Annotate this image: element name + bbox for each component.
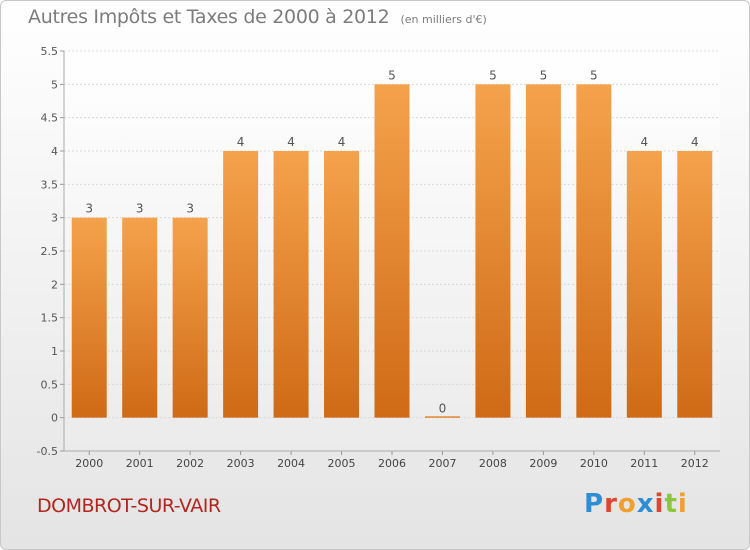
y-tick-label: 2 [51,278,58,291]
bar-value-label: 5 [388,68,396,82]
y-tick-label: 1.5 [41,312,59,325]
bar-value-label: 5 [540,68,548,82]
y-tick-label: 5.5 [41,45,59,58]
x-tick-label: 2011 [630,457,658,470]
bar-value-label: 4 [640,135,648,149]
logo-letter: i [677,489,688,519]
bar [172,217,208,418]
logo-letter: r [604,489,618,519]
bar [324,151,360,418]
y-tick-label: 1 [51,345,58,358]
y-tick-label: 3 [51,212,58,225]
x-tick-label: 2006 [378,457,406,470]
bar [374,84,410,418]
y-tick-label: 5 [51,78,58,91]
bar [273,151,309,418]
place-name: DOMBROT-SUR-VAIR [37,495,221,517]
bar [525,84,561,418]
bar-value-label: 4 [338,135,346,149]
x-tick-label: 2005 [328,457,356,470]
logo-letter: P [584,489,605,519]
y-tick-label: -0.5 [37,445,58,458]
y-tick-label: 0.5 [41,378,59,391]
bar [475,84,511,418]
bar [677,151,713,418]
bar [626,151,662,418]
logo-letter: i [654,489,665,519]
bar-value-label: 3 [136,202,144,216]
x-tick-label: 2001 [126,457,154,470]
x-tick-label: 2012 [681,457,709,470]
bar [122,217,158,418]
logo-letter: o [617,489,637,519]
y-tick-label: 0 [51,412,58,425]
bar-value-label: 4 [691,135,699,149]
bar-value-label: 5 [489,68,497,82]
bar-value-label: 3 [186,202,194,216]
chart-unit-label: (en milliers d'€) [400,13,487,26]
y-tick-label: 4 [51,145,58,158]
bar-value-label: 4 [237,135,245,149]
y-tick-label: 2.5 [41,245,59,258]
bar [424,416,460,418]
x-tick-label: 2000 [75,457,103,470]
x-tick-label: 2003 [227,457,255,470]
proxiti-logo: Proxiti [584,489,688,519]
x-tick-label: 2004 [277,457,305,470]
x-tick-label: 2008 [479,457,507,470]
bar [223,151,259,418]
logo-letter: t [664,489,678,519]
x-tick-label: 2007 [428,457,456,470]
bar-value-label: 4 [287,135,295,149]
bar [576,84,612,418]
y-tick-label: 3.5 [41,178,59,191]
logo-letter: x [636,489,655,519]
x-tick-label: 2010 [580,457,608,470]
chart-title: Autres Impôts et Taxes de 2000 à 2012 (e… [28,6,487,28]
bar-value-label: 3 [85,202,93,216]
bar-value-label: 0 [439,402,447,416]
chart-title-text: Autres Impôts et Taxes de 2000 à 2012 [28,6,390,28]
x-tick-label: 2009 [529,457,557,470]
x-tick-label: 2002 [176,457,204,470]
y-tick-label: 4.5 [41,112,59,125]
bar [71,217,107,418]
bar-value-label: 5 [590,68,598,82]
